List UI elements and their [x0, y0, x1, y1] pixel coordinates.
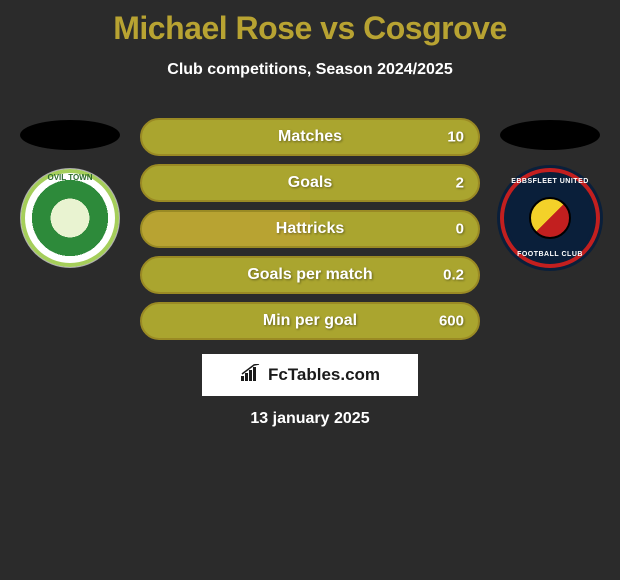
- stat-right-value: 0.2: [443, 267, 464, 284]
- stat-right-value: 0: [456, 221, 464, 238]
- stats-bars: Matches 10 Goals 2 Hattricks 0 Goals per…: [140, 118, 480, 348]
- player-right-avatar-placeholder: [500, 120, 600, 150]
- badge-right-inner-icon: [529, 197, 571, 239]
- chart-icon: [240, 364, 262, 387]
- stat-right-value: 600: [439, 313, 464, 330]
- stat-right-value: 2: [456, 175, 464, 192]
- player-left-avatar-placeholder: [20, 120, 120, 150]
- subtitle: Club competitions, Season 2024/2025: [0, 61, 620, 79]
- stat-right-value: 10: [447, 129, 464, 146]
- stat-label: Hattricks: [276, 220, 344, 238]
- club-badge-right: EBBSFLEET UNITED FOOTBALL CLUB: [500, 168, 600, 268]
- page-title: Michael Rose vs Cosgrove: [0, 0, 620, 47]
- stat-label: Goals per match: [247, 266, 372, 284]
- stat-label: Min per goal: [263, 312, 357, 330]
- stat-row-goals: Goals 2: [140, 164, 480, 202]
- club-badge-left: OVIL TOWN: [20, 168, 120, 268]
- stat-label: Matches: [278, 128, 342, 146]
- player-left-column: OVIL TOWN: [10, 118, 130, 268]
- stat-row-min-per-goal: Min per goal 600: [140, 302, 480, 340]
- brand-box: FcTables.com: [202, 354, 418, 396]
- badge-left-text: OVIL TOWN: [47, 173, 92, 182]
- brand-text: FcTables.com: [268, 365, 380, 385]
- stat-row-matches: Matches 10: [140, 118, 480, 156]
- player-right-column: EBBSFLEET UNITED FOOTBALL CLUB: [490, 118, 610, 268]
- stat-label: Goals: [288, 174, 332, 192]
- stat-row-hattricks: Hattricks 0: [140, 210, 480, 248]
- stat-row-goals-per-match: Goals per match 0.2: [140, 256, 480, 294]
- badge-right-text-top: EBBSFLEET UNITED: [511, 178, 589, 185]
- badge-right-text-bottom: FOOTBALL CLUB: [517, 251, 583, 258]
- date-label: 13 january 2025: [0, 410, 620, 428]
